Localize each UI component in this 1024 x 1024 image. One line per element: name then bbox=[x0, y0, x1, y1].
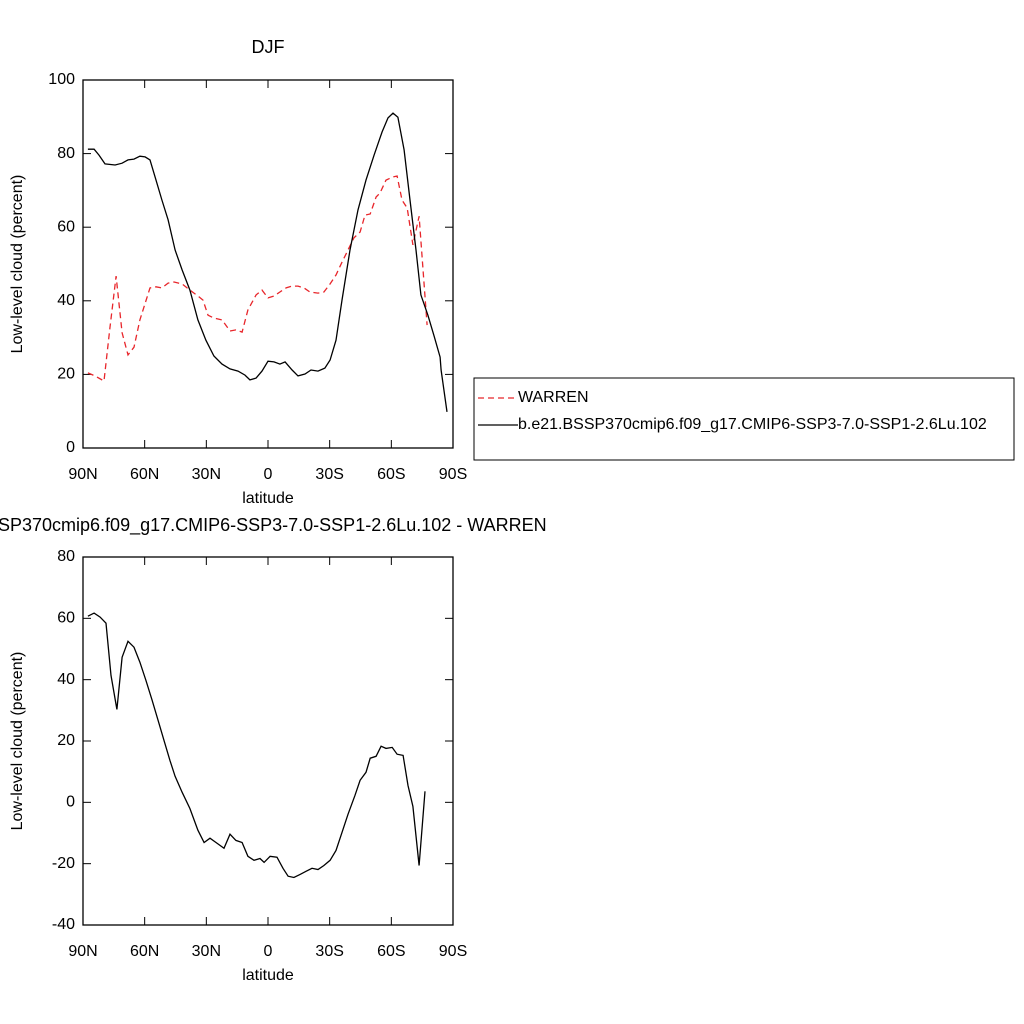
y-tick-label: -20 bbox=[52, 855, 75, 872]
y-tick-label: 20 bbox=[57, 732, 75, 749]
data-line bbox=[87, 612, 426, 879]
chart-title: DJF bbox=[252, 37, 285, 57]
legend-box bbox=[473, 377, 1015, 461]
plot-frame bbox=[82, 79, 454, 449]
y-tick-label: -40 bbox=[52, 916, 75, 933]
x-tick-label: 30N bbox=[192, 466, 221, 483]
data-line bbox=[87, 175, 428, 383]
y-tick-label: 60 bbox=[57, 610, 75, 627]
legend-label: WARREN bbox=[518, 389, 589, 406]
y-tick-label: 0 bbox=[66, 794, 75, 811]
y-tick-label: 40 bbox=[57, 671, 75, 688]
x-tick-label: 0 bbox=[264, 466, 273, 483]
x-tick-label: 30S bbox=[315, 466, 343, 483]
y-tick-label: 40 bbox=[57, 292, 75, 309]
x-tick-label: 30N bbox=[192, 943, 221, 960]
y-tick-label: 20 bbox=[57, 366, 75, 383]
legend-label: b.e21.BSSP370cmip6.f09_g17.CMIP6-SSP3-7.… bbox=[518, 416, 987, 433]
y-tick-label: 100 bbox=[48, 71, 75, 88]
x-tick-label: 90N bbox=[68, 466, 97, 483]
y-tick-label: 0 bbox=[66, 439, 75, 456]
y-tick-label: 60 bbox=[57, 218, 75, 235]
x-tick-label: 0 bbox=[264, 943, 273, 960]
x-tick-label: 60S bbox=[377, 943, 405, 960]
data-line bbox=[87, 112, 448, 412]
x-tick-label: 90S bbox=[439, 943, 467, 960]
x-tick-label: 30S bbox=[315, 943, 343, 960]
x-tick-label: 90S bbox=[439, 466, 467, 483]
x-axis-label: latitude bbox=[242, 967, 294, 984]
y-tick-label: 80 bbox=[57, 145, 75, 162]
y-tick-label: 80 bbox=[57, 548, 75, 565]
x-axis-label: latitude bbox=[242, 490, 294, 507]
x-tick-label: 60N bbox=[130, 943, 159, 960]
x-tick-label: 60S bbox=[377, 466, 405, 483]
x-tick-label: 60N bbox=[130, 466, 159, 483]
y-axis-label: Low-level cloud (percent) bbox=[9, 175, 26, 354]
plot-frame bbox=[82, 556, 454, 926]
x-tick-label: 90N bbox=[68, 943, 97, 960]
y-axis-label: Low-level cloud (percent) bbox=[9, 652, 26, 831]
chart-title: SP370cmip6.f09_g17.CMIP6-SSP3-7.0-SSP1-2… bbox=[0, 515, 547, 536]
